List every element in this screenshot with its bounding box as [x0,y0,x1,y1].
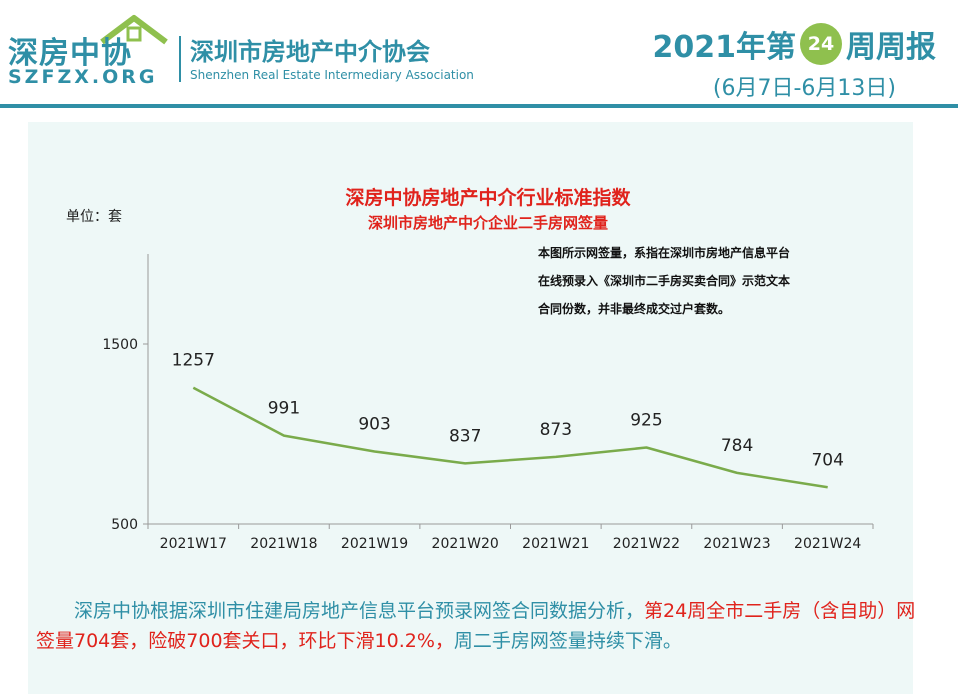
chart-note-line: 本图所示网签量，系指在深圳市房地产信息平台 [538,245,790,260]
report-title: 2021年第 24 周周报 [652,22,936,66]
data-label: 1257 [172,351,215,371]
data-label: 925 [630,411,662,431]
data-label: 784 [721,436,753,456]
association-name-en: Shenzhen Real Estate Intermediary Associ… [190,68,474,82]
logo-chinese-text: 深房中协 [8,36,132,71]
x-tick-label: 2021W23 [703,536,770,552]
header-divider-line [0,104,958,108]
unit-label: 单位：套 [66,209,122,225]
y-tick-label: 500 [111,517,138,533]
association-name-cn: 深圳市房地产中介协会 [190,38,430,66]
house-roof-logo-icon [100,15,168,45]
report-header: 深房中协 SZFZX.ORG 深圳市房地产中介协会 Shenzhen Real … [0,0,958,112]
x-tick-label: 2021W24 [794,536,861,552]
x-tick-label: 2021W19 [341,536,408,552]
x-ticks: 2021W17 2021W18 2021W19 2021W20 2021W21 2021W… [147,524,874,552]
data-label: 873 [540,420,572,440]
week-number-badge: 24 [800,23,842,65]
data-label: 903 [358,414,390,434]
x-tick-label: 2021W20 [432,536,499,552]
x-tick-label: 2021W17 [160,536,227,552]
y-tick-label: 1500 [102,337,138,353]
series-line [192,386,828,489]
logo-divider [179,36,181,82]
chart-note-line: 在线预录入《深圳市二手房买卖合同》示范文本 [538,273,790,288]
x-tick-label: 2021W22 [613,536,680,552]
chart-title: 深房中协房地产中介行业标准指数 [345,186,631,209]
summary-tail: 周二手房网签量持续下滑。 [453,630,682,652]
x-tick-label: 2021W21 [522,536,589,552]
summary-highlight: 第24周全市二手房（含自助）网签量704套，险破700套关口，环比下滑10.2%… [36,600,916,652]
data-label: 837 [449,426,481,446]
x-tick-label: 2021W18 [250,536,317,552]
data-label: 704 [811,450,843,470]
chart-note: 本图所示网签量，系指在深圳市房地产信息平台 在线预录入《深圳市二手房买卖合同》示… [538,245,790,316]
y-ticks: 500 1500 [102,337,148,533]
data-label: 991 [268,399,300,419]
report-title-prefix: 2021年第 [652,30,797,65]
chart-note-line: 合同份数，并非最终成交过户套数。 [538,301,730,316]
report-title-suffix: 周周报 [846,30,936,65]
logo-english-text: SZFZX.ORG [8,66,158,88]
summary-paragraph: 深房中协根据深圳市住建局房地产信息平台预录网签合同数据分析，第24周全市二手房（… [36,596,916,656]
line-chart: 深房中协房地产中介行业标准指数 深圳市房地产中介企业二手房网签量 单位：套 本图… [66,186,874,552]
report-date-range: (6月7日-6月13日) [712,76,896,101]
chart-panel: 深房中协房地产中介行业标准指数 深圳市房地产中介企业二手房网签量 单位：套 本图… [28,122,913,694]
data-labels: 1257 991 903 837 873 925 784 704 [172,351,844,471]
summary-text: 深房中协根据深圳市住建局房地产信息平台预录网签合同数据分析， [74,600,645,622]
chart-subtitle: 深圳市房地产中介企业二手房网签量 [368,214,608,232]
